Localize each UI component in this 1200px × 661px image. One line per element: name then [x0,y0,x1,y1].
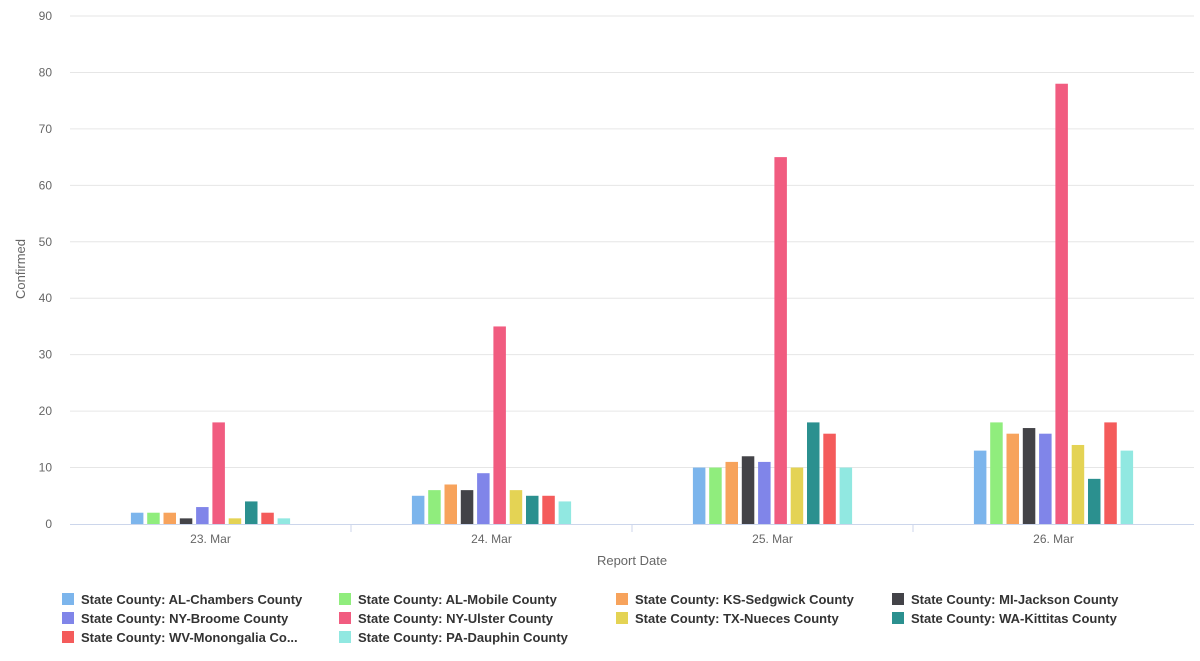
x-tick-label: 26. Mar [1033,532,1074,546]
legend-label: State County: NY-Ulster County [358,611,554,626]
bar[interactable] [147,512,160,524]
y-tick-label: 80 [39,65,53,79]
bar[interactable] [261,512,274,524]
bar[interactable] [245,501,258,524]
legend-label: State County: AL-Chambers County [81,592,303,607]
legend-swatch [62,612,74,624]
legend-swatch [339,593,351,605]
y-tick-label: 50 [39,235,53,249]
x-tick-label: 25. Mar [752,532,793,546]
legend-item[interactable]: State County: WV-Monongalia Co... [62,630,298,645]
legend-swatch [892,593,904,605]
legend-item[interactable]: State County: AL-Mobile County [339,592,558,607]
bar[interactable] [163,512,177,524]
bar[interactable] [509,490,523,524]
legend-item[interactable]: State County: KS-Sedgwick County [616,592,855,607]
legend-swatch [616,612,628,624]
bar[interactable] [807,422,820,524]
legend-swatch [892,612,904,624]
bar[interactable] [741,456,755,524]
legend-label: State County: TX-Nueces County [635,611,839,626]
bar[interactable] [130,512,144,524]
legend-swatch [339,612,351,624]
bar[interactable] [725,461,739,524]
bar[interactable] [558,501,572,524]
x-tick-label: 23. Mar [190,532,231,546]
bar[interactable] [460,490,474,524]
bar[interactable] [692,467,706,524]
legend-label: State County: PA-Dauphin County [358,630,569,645]
bar[interactable] [823,433,836,524]
bar[interactable] [179,518,193,524]
bar[interactable] [228,518,242,524]
bar[interactable] [1120,450,1134,524]
bar[interactable] [1104,422,1117,524]
bar[interactable] [411,495,425,524]
bar[interactable] [839,467,853,524]
legend-swatch [62,593,74,605]
bar[interactable] [1055,83,1068,524]
legend-label: State County: AL-Mobile County [358,592,558,607]
x-axis-ticks: 23. Mar 24. Mar 25. Mar 26. Mar [190,524,1074,546]
bar[interactable] [1071,444,1085,524]
bar[interactable] [790,467,804,524]
y-tick-label: 70 [39,122,53,136]
legend-label: State County: WV-Monongalia Co... [81,630,298,645]
legend-item[interactable]: State County: NY-Broome County [62,611,289,626]
bar[interactable] [1039,433,1052,524]
legend-swatch [616,593,628,605]
y-tick-label: 30 [39,348,53,362]
y-tick-label: 40 [39,291,53,305]
bar[interactable] [477,473,490,524]
bars [130,83,1134,524]
bar[interactable] [774,157,787,524]
legend-label: State County: KS-Sedgwick County [635,592,855,607]
y-axis-ticks: 0 10 20 30 40 50 60 70 80 90 [39,9,53,531]
bar[interactable] [212,422,225,524]
bar[interactable] [1088,478,1101,524]
legend-label: State County: MI-Jackson County [911,592,1119,607]
legend-label: State County: NY-Broome County [81,611,289,626]
legend-swatch [62,631,74,643]
y-axis-title: Confirmed [13,239,28,299]
y-tick-label: 90 [39,9,53,23]
legend-item[interactable]: State County: MI-Jackson County [892,592,1119,607]
bar[interactable] [444,484,458,524]
bar[interactable] [493,326,506,524]
gridlines [70,15,1194,469]
bar[interactable] [428,490,441,524]
bar[interactable] [758,461,771,524]
legend-item[interactable]: State County: WA-Kittitas County [892,611,1118,626]
y-tick-label: 60 [39,178,53,192]
x-tick-label: 24. Mar [471,532,512,546]
bar[interactable] [277,518,291,524]
bar[interactable] [973,450,987,524]
legend: State County: AL-Chambers County State Co… [62,592,1119,645]
bar[interactable] [542,495,555,524]
legend-item[interactable]: State County: AL-Chambers County [62,592,303,607]
bar[interactable] [1022,428,1036,524]
legend-item[interactable]: State County: NY-Ulster County [339,611,554,626]
bar[interactable] [526,495,539,524]
bar[interactable] [990,422,1003,524]
bar[interactable] [196,507,209,524]
y-tick-label: 10 [39,461,53,475]
bar[interactable] [1006,433,1020,524]
y-tick-label: 0 [45,517,52,531]
y-tick-label: 20 [39,404,53,418]
x-axis-title: Report Date [597,553,667,568]
legend-item[interactable]: State County: PA-Dauphin County [339,630,569,645]
legend-item[interactable]: State County: TX-Nueces County [616,611,839,626]
legend-label: State County: WA-Kittitas County [911,611,1118,626]
bar[interactable] [709,467,722,524]
legend-swatch [339,631,351,643]
